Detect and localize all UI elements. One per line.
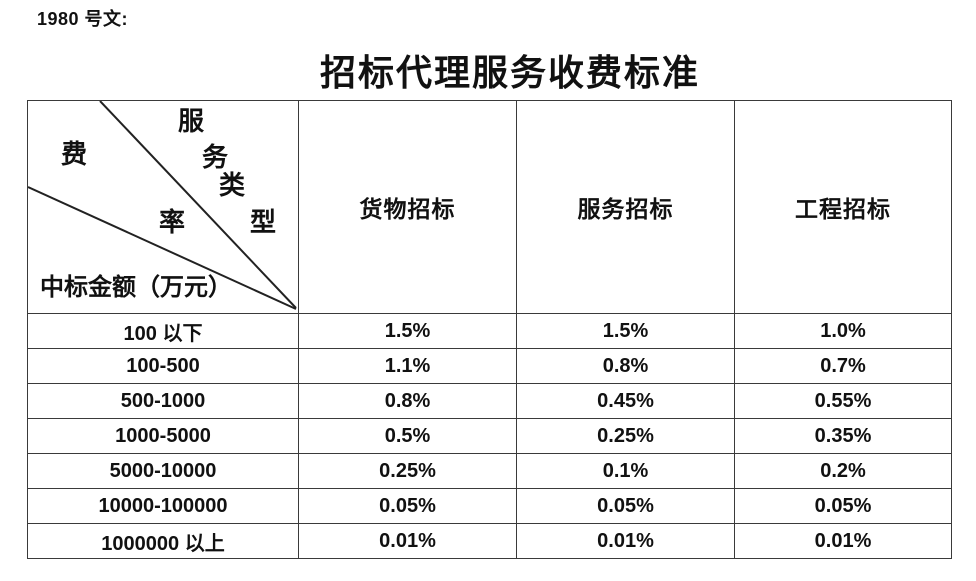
- fee-value-cell: 0.8%: [516, 348, 734, 383]
- fee-value-cell: 0.05%: [516, 488, 734, 523]
- fee-value-cell: 0.05%: [734, 488, 951, 523]
- corner-label-service-char-2: 务: [202, 143, 229, 172]
- row-label: 100-500: [28, 348, 298, 383]
- corner-label-bid-amount: 中标金额（万元）: [40, 275, 232, 301]
- corner-label-service-char-3: 类: [219, 171, 246, 200]
- row-label: 500-1000: [28, 383, 298, 418]
- fee-value-cell: 1.0%: [734, 313, 951, 348]
- fee-value-cell: 0.25%: [516, 418, 734, 453]
- row-label: 10000-100000: [28, 488, 298, 523]
- fee-value-cell: 0.55%: [734, 383, 951, 418]
- fee-value-cell: 0.7%: [734, 348, 951, 383]
- fee-value-cell: 0.1%: [516, 453, 734, 488]
- fee-value-cell: 0.5%: [298, 418, 516, 453]
- fee-standard-table: 费 率 服 务 类 型 中标金额（万元） 货物招标 服务招标 工程招标 100 …: [27, 100, 952, 559]
- row-label: 1000000 以上: [28, 523, 298, 558]
- fee-value-cell: 1.5%: [516, 313, 734, 348]
- row-label: 5000-10000: [28, 453, 298, 488]
- corner-label-rate-char: 率: [159, 208, 186, 237]
- fee-value-cell: 0.01%: [734, 523, 951, 558]
- fee-value-cell: 0.8%: [298, 383, 516, 418]
- fee-value-cell: 1.5%: [298, 313, 516, 348]
- column-header-engineering: 工程招标: [734, 101, 951, 313]
- fee-value-cell: 0.45%: [516, 383, 734, 418]
- diagonal-divider-lines: [28, 101, 297, 310]
- fee-value-cell: 0.35%: [734, 418, 951, 453]
- corner-header-cell: 费 率 服 务 类 型 中标金额（万元）: [28, 101, 298, 313]
- fee-value-cell: 1.1%: [298, 348, 516, 383]
- fee-value-cell: 0.01%: [298, 523, 516, 558]
- fee-value-cell: 0.05%: [298, 488, 516, 523]
- column-header-service: 服务招标: [516, 101, 734, 313]
- column-header-goods: 货物招标: [298, 101, 516, 313]
- corner-label-service-char-4: 型: [250, 208, 277, 237]
- fee-value-cell: 0.25%: [298, 453, 516, 488]
- fee-value-cell: 0.01%: [516, 523, 734, 558]
- row-label: 100 以下: [28, 313, 298, 348]
- page-title: 招标代理服务收费标准: [319, 53, 700, 93]
- corner-label-service-char-1: 服: [178, 107, 205, 136]
- fee-value-cell: 0.2%: [734, 453, 951, 488]
- doc-number-label: 1980 号文:: [37, 9, 129, 29]
- corner-label-fee-char: 费: [61, 140, 88, 169]
- row-label: 1000-5000: [28, 418, 298, 453]
